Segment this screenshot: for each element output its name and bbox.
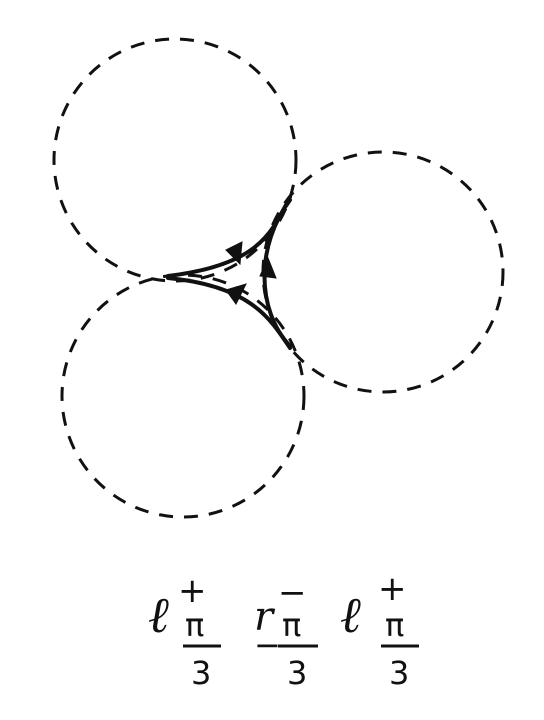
arrow-head-upper-left <box>225 241 243 266</box>
term-1-denominator: 3 <box>191 654 211 692</box>
operator-label: ℓ + π 3 r − − π 3 ℓ + π 3 <box>148 569 419 692</box>
term-1-superscript: + <box>178 571 207 611</box>
arrow-head-right-up <box>259 256 277 279</box>
term-3-numerator: π <box>385 606 404 644</box>
term-2-superscript: − <box>278 573 307 613</box>
term-1-numerator: π <box>185 606 204 644</box>
dashed-circle-top-left <box>52 37 298 283</box>
term-2-base: r <box>254 594 276 640</box>
term-3: ℓ + π 3 <box>340 569 419 692</box>
term-2-sign: − <box>254 626 281 664</box>
term-2: r − − π 3 <box>254 573 318 692</box>
arrow-head-lower-left <box>225 283 247 305</box>
term-3-superscript: + <box>378 569 407 609</box>
term-3-base: ℓ <box>340 586 361 644</box>
term-1-base: ℓ <box>148 586 169 644</box>
dashed-circle-right <box>261 150 505 394</box>
dashed-circle-bottom-left <box>60 273 306 519</box>
term-3-denominator: 3 <box>389 654 409 692</box>
term-1: ℓ + π 3 <box>148 571 221 692</box>
term-2-numerator: π <box>282 606 301 644</box>
term-2-denominator: 3 <box>287 654 307 692</box>
